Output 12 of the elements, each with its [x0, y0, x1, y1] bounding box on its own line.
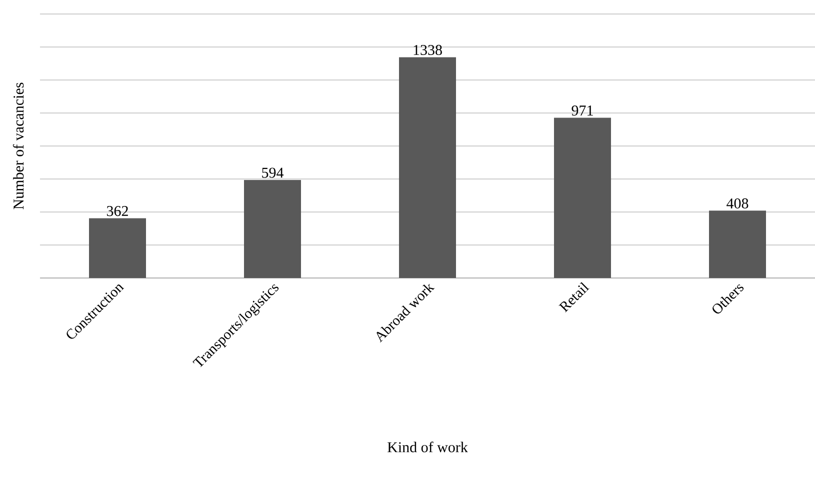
bar [89, 218, 146, 278]
bar [709, 210, 766, 278]
data-label: 594 [262, 168, 284, 178]
bar [554, 118, 612, 278]
data-label: 408 [726, 198, 748, 208]
bar [399, 57, 456, 278]
x-axis-title: Kind of work [388, 442, 468, 452]
bar [244, 180, 301, 278]
data-label: 971 [572, 106, 593, 116]
data-label: 1338 [414, 44, 442, 56]
y-axis-title: Number of vacancies [12, 82, 24, 210]
data-label: 362 [106, 206, 128, 216]
